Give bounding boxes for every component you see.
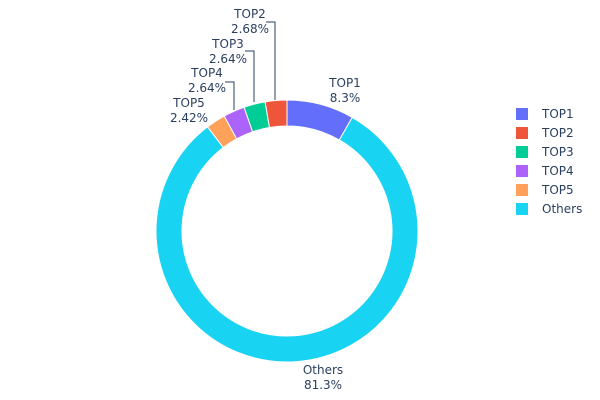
legend-item-others[interactable]: Others	[516, 202, 582, 216]
legend-label: Others	[542, 202, 582, 216]
slice-label: Others	[303, 363, 343, 377]
slice-label: TOP1	[328, 76, 361, 90]
slice-value-label: 81.3%	[304, 378, 342, 392]
slice-value-label: 2.64%	[209, 52, 247, 66]
legend-swatch	[516, 165, 528, 177]
legend-item-top3[interactable]: TOP3	[516, 145, 574, 159]
legend-item-top1[interactable]: TOP1	[516, 107, 574, 121]
slice-label: TOP3	[211, 37, 244, 51]
legend-swatch	[516, 108, 528, 120]
legend-item-top4[interactable]: TOP4	[516, 164, 574, 178]
legend-swatch	[516, 127, 528, 139]
legend-label: TOP2	[541, 126, 574, 140]
legend-label: TOP3	[541, 145, 574, 159]
slice-label: TOP2	[233, 7, 266, 21]
leader-line	[225, 81, 235, 110]
legend-item-top5[interactable]: TOP5	[516, 183, 574, 197]
slice-value-label: 2.64%	[188, 81, 226, 95]
legend-label: TOP4	[541, 164, 574, 178]
legend-swatch	[516, 184, 528, 196]
slice-label: TOP5	[172, 96, 205, 110]
legend-label: TOP5	[541, 183, 574, 197]
legend-label: TOP1	[541, 107, 574, 121]
slice-label: TOP4	[190, 66, 223, 80]
leader-line	[245, 50, 255, 102]
legend-swatch	[516, 146, 528, 158]
legend-item-top2[interactable]: TOP2	[516, 126, 574, 140]
legend-swatch	[516, 203, 528, 215]
slice-value-label: 2.42%	[170, 111, 208, 125]
slice-value-label: 8.3%	[330, 91, 361, 105]
slice-others[interactable]	[155, 116, 419, 363]
slice-value-label: 2.68%	[231, 22, 269, 36]
leader-line	[266, 21, 276, 100]
